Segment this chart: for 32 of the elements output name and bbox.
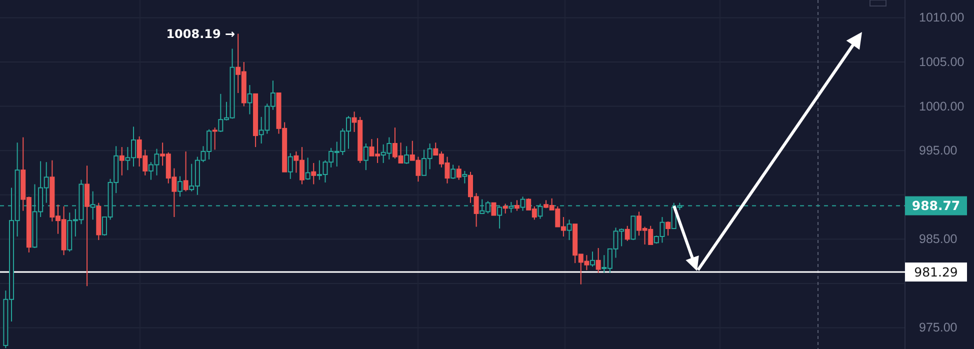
candlestick bbox=[84, 165, 90, 287]
candlestick bbox=[491, 202, 496, 216]
candlestick bbox=[596, 248, 601, 274]
candlestick bbox=[590, 251, 596, 268]
candlestick bbox=[566, 219, 572, 241]
candlestick bbox=[119, 146, 124, 176]
candlestick bbox=[666, 220, 671, 236]
candlestick bbox=[502, 203, 508, 214]
y-tick-label: 985.00 bbox=[919, 232, 958, 246]
candlestick bbox=[462, 170, 468, 184]
candlestick bbox=[363, 142, 368, 171]
ref-line-label: 981.29 bbox=[914, 264, 958, 280]
candlestick bbox=[288, 152, 293, 180]
candlestick bbox=[514, 200, 520, 212]
y-tick-label: 975.00 bbox=[919, 320, 958, 335]
ref-line-label: 988.77 bbox=[912, 198, 960, 214]
y-tick-label: 1010.00 bbox=[919, 10, 964, 25]
y-tick-label: 995.00 bbox=[919, 144, 958, 158]
y-tick-label: 1005.00 bbox=[919, 55, 964, 70]
candlestick bbox=[404, 146, 410, 164]
candlestick bbox=[247, 84, 252, 115]
candlestick bbox=[456, 165, 462, 180]
candlestick bbox=[183, 150, 188, 192]
candlestick bbox=[624, 225, 630, 242]
y-tick-label: 1000.00 bbox=[919, 99, 964, 114]
candlestick bbox=[311, 162, 316, 185]
candlestick bbox=[305, 157, 310, 180]
annotation: 1008.19 → bbox=[166, 26, 236, 41]
candlestick bbox=[212, 127, 218, 150]
candlestick bbox=[450, 164, 456, 180]
candlestick bbox=[630, 216, 636, 241]
candlestick bbox=[178, 176, 182, 198]
